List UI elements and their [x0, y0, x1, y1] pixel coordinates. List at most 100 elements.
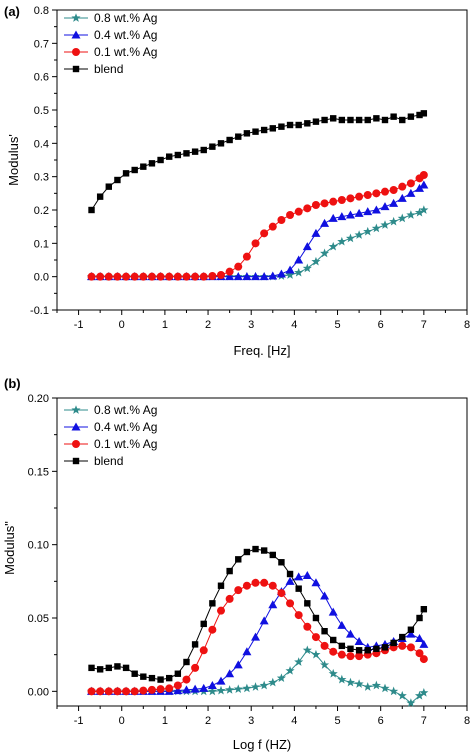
panel-b-data-point-ag08	[397, 690, 407, 700]
panel-a-y-tick-label: 0.3	[34, 172, 49, 184]
panel-b-x-tick-label: 1	[162, 715, 168, 727]
panel-a-data-point-blend	[260, 126, 268, 134]
panel-b-data-point-ag01	[286, 599, 295, 608]
panel-a-data-point-ag01	[208, 272, 217, 280]
panel-a-y-tick-label: 0.7	[34, 38, 49, 50]
panel-a-data-point-ag08	[345, 233, 356, 243]
panel-a-data-point-ag08	[414, 207, 425, 217]
panel-b-data-point-ag08	[302, 645, 312, 655]
panel-b-data-point-ag01	[225, 594, 234, 603]
panel-a-data-point-ag01	[311, 201, 320, 209]
panel-a-data-point-ag01	[355, 192, 364, 201]
panel-a-data-point-blend	[373, 115, 380, 122]
panel-a-data-point-blend	[278, 123, 285, 130]
panel-a-x-tick-label: 7	[421, 319, 427, 331]
panel-b-x-tick-label: 3	[248, 715, 254, 727]
panel-a-data-point-blend	[381, 116, 389, 124]
panel-a-data-point-blend	[364, 116, 371, 124]
panel-a-data-point-blend	[252, 128, 259, 135]
panel-b-data-point-ag08	[354, 679, 364, 688]
panel-a-legend-label-blend: blend	[94, 62, 123, 76]
panel-a-data-point-ag01	[329, 197, 338, 206]
panel-b-data-point-ag08	[414, 690, 425, 700]
panel-a-data-point-ag04	[419, 180, 429, 189]
panel-b-data-point-blend	[226, 567, 233, 575]
panel-b-data-point-blend	[122, 664, 130, 672]
panel-b-data-point-ag01	[415, 649, 424, 658]
panel-a-data-point-ag08	[397, 213, 407, 223]
panel-b-data-point-ag01	[311, 633, 320, 642]
panel-a-data-point-ag08	[380, 220, 390, 229]
panel-a-data-point-ag01	[251, 239, 260, 248]
panel-a-data-point-ag08	[328, 241, 338, 251]
panel-b-data-point-ag04	[190, 684, 200, 693]
panel-b-data-point-ag04	[294, 572, 304, 581]
panel-b-data-point-ag08	[389, 686, 399, 696]
panel-a-legend-marker-ag04	[71, 30, 81, 39]
panel-b-data-point-ag01	[234, 586, 243, 595]
panel-a-x-tick-label: -1	[74, 319, 84, 331]
panel-a-data-point-ag04	[268, 271, 278, 280]
panel-b-data-point-ag01	[303, 622, 312, 631]
panel-b-data-point-ag04	[233, 660, 243, 669]
panel-a-data-point-blend	[88, 206, 95, 214]
panel-b-data-point-ag08	[276, 673, 286, 683]
panel-a-data-point-blend	[347, 116, 354, 124]
panel-a-y-tick-label: 0.4	[34, 138, 49, 150]
panel-b-data-point-ag08	[225, 685, 235, 694]
panel-a-data-point-ag01	[303, 204, 312, 213]
panel-b-data-point-ag04	[242, 647, 252, 656]
panel-a-data-point-ag04	[285, 265, 295, 274]
panel-b-data-point-ag08	[259, 680, 269, 690]
panel-b-y-tick-label: 0.10	[28, 540, 49, 552]
panel-a-y-tick-label: 0.8	[34, 5, 49, 17]
panel-b-data-point-ag04	[311, 578, 321, 587]
panel-b-data-point-blend	[260, 547, 268, 554]
panel-b-series-line-blend	[91, 548, 425, 681]
panel-b-data-point-blend	[200, 620, 207, 628]
panel-a-data-point-ag04	[302, 242, 312, 251]
panel-a-data-point-blend	[191, 148, 199, 155]
panel-a-data-point-ag04	[320, 218, 330, 227]
panel-a-data-point-blend	[321, 116, 328, 124]
panel-a-data-point-ag01	[104, 272, 113, 281]
panel-a-data-point-blend	[157, 156, 164, 164]
panel-a-data-point-blend	[243, 130, 251, 137]
panel-a-data-point-blend	[330, 115, 337, 122]
panel-a-data-point-blend	[304, 120, 311, 127]
panel-b-data-point-blend	[217, 582, 225, 589]
panel-b-data-point-ag01	[147, 685, 156, 694]
panel-b-data-point-ag04	[354, 636, 364, 645]
panel-b-data-point-ag01	[268, 581, 277, 590]
panel-a-data-point-ag01	[191, 272, 200, 281]
panel-b-x-axis-label: Log f (HZ)	[233, 737, 292, 752]
panel-b-data-point-ag01	[96, 687, 105, 696]
panel-b-data-point-ag08	[406, 698, 416, 707]
panel-b-data-point-ag01	[329, 647, 338, 656]
panel-b-series-line-ag01	[91, 582, 425, 692]
panel-b-data-point-blend	[96, 666, 104, 673]
panel-a: (a) Freq. [Hz] Modulus' -1 0 1 2 3 4 5 6 7 8 -0.1 0…	[4, 4, 470, 358]
panel-a-series-line-ag01	[91, 174, 425, 278]
panel-b-ticks: -1 0 1 2 3 4 5 6 7 8 0.00 0.05 0.10 0.15 0.20	[28, 393, 470, 727]
panel-b-data-point-ag08	[419, 688, 429, 697]
panel-a-data-point-ag01	[130, 272, 139, 281]
panel-a-data-point-ag04	[294, 255, 304, 264]
panel-a-legend-label-ag08: 0.8 wt.% Ag	[94, 11, 157, 25]
panel-b-data-point-blend	[235, 556, 242, 563]
panel-a-data-point-blend	[338, 116, 346, 124]
panel-b: (b) Log f (HZ) Modulus" -1 0 1 2 3 4 5 6 7 8 0.00 0…	[2, 376, 470, 752]
panel-b-data-point-blend	[269, 551, 276, 559]
panel-b-y-axis-label: Modulus"	[2, 521, 17, 575]
panel-a-data-point-ag01	[406, 179, 415, 188]
panel-a-label: (a)	[4, 4, 20, 19]
panel-a-legend-marker-ag08	[71, 13, 81, 22]
panel-b-data-point-blend	[321, 628, 328, 635]
panel-b-data-point-blend	[347, 645, 354, 652]
panel-b-legend-marker-ag01	[72, 440, 80, 448]
panel-b-data-point-ag01	[122, 687, 131, 696]
panel-b-y-tick-label: 0.05	[28, 613, 49, 625]
panel-b-legend-label-ag04: 0.4 wt.% Ag	[94, 420, 157, 434]
panel-b-data-point-ag04	[173, 686, 183, 695]
